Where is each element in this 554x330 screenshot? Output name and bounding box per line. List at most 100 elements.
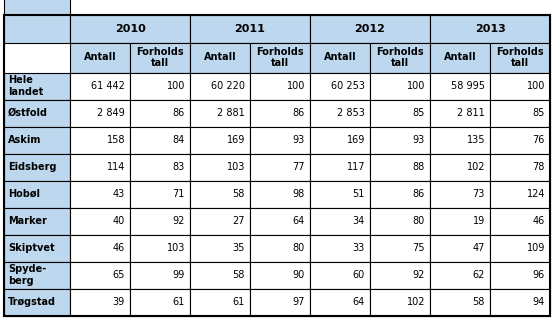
- Text: 124: 124: [526, 189, 545, 199]
- Bar: [130, 261, 190, 288]
- Bar: [490, 235, 550, 261]
- Text: 96: 96: [533, 270, 545, 280]
- Text: 88: 88: [413, 162, 425, 172]
- Bar: [310, 235, 370, 261]
- Text: 61: 61: [233, 297, 245, 307]
- Bar: [430, 208, 490, 235]
- Bar: [250, 208, 310, 235]
- Text: 2012: 2012: [355, 23, 386, 34]
- Bar: [130, 100, 190, 126]
- Bar: [250, 288, 310, 315]
- Bar: [130, 126, 190, 153]
- Text: 73: 73: [473, 189, 485, 199]
- Text: 90: 90: [293, 270, 305, 280]
- Bar: [70, 261, 130, 288]
- Text: 2013: 2013: [475, 23, 505, 34]
- Text: 97: 97: [293, 297, 305, 307]
- Bar: [250, 100, 310, 126]
- Text: 135: 135: [466, 135, 485, 145]
- Text: 58: 58: [233, 270, 245, 280]
- Text: 43: 43: [113, 189, 125, 199]
- Text: 46: 46: [113, 243, 125, 253]
- Text: 109: 109: [527, 243, 545, 253]
- Text: Forholds
tall: Forholds tall: [256, 47, 304, 68]
- Bar: [4, 100, 70, 126]
- Bar: [190, 15, 310, 43]
- Bar: [70, 73, 130, 100]
- Text: 102: 102: [466, 162, 485, 172]
- Bar: [310, 73, 370, 100]
- Bar: [370, 126, 430, 153]
- Bar: [130, 288, 190, 315]
- Text: Skiptvet: Skiptvet: [8, 243, 55, 253]
- Bar: [70, 43, 130, 73]
- Bar: [430, 73, 490, 100]
- Bar: [430, 261, 490, 288]
- Text: Antall: Antall: [84, 52, 116, 62]
- Text: Askim: Askim: [8, 135, 42, 145]
- Bar: [310, 43, 370, 73]
- Text: 92: 92: [173, 216, 185, 226]
- Bar: [70, 181, 130, 208]
- Bar: [190, 153, 250, 181]
- Text: 83: 83: [173, 162, 185, 172]
- Text: 100: 100: [527, 81, 545, 91]
- Text: 114: 114: [106, 162, 125, 172]
- Text: 86: 86: [293, 108, 305, 118]
- Text: 58 995: 58 995: [451, 81, 485, 91]
- Bar: [370, 73, 430, 100]
- Text: Eidsberg: Eidsberg: [8, 162, 57, 172]
- Text: 86: 86: [173, 108, 185, 118]
- Text: 169: 169: [347, 135, 365, 145]
- Text: Trøgstad: Trøgstad: [8, 297, 56, 307]
- Text: 64: 64: [353, 297, 365, 307]
- Bar: [490, 43, 550, 73]
- Text: 60 220: 60 220: [211, 81, 245, 91]
- Bar: [190, 288, 250, 315]
- Bar: [130, 43, 190, 73]
- Bar: [370, 208, 430, 235]
- Text: 86: 86: [413, 189, 425, 199]
- Text: 71: 71: [173, 189, 185, 199]
- Text: Spyde-
berg: Spyde- berg: [8, 264, 46, 286]
- Text: Forholds
tall: Forholds tall: [136, 47, 184, 68]
- Text: Hobøl: Hobøl: [8, 189, 40, 199]
- Text: 93: 93: [413, 135, 425, 145]
- Bar: [490, 288, 550, 315]
- Bar: [490, 261, 550, 288]
- Bar: [430, 126, 490, 153]
- Text: Antall: Antall: [444, 52, 476, 62]
- Bar: [130, 73, 190, 100]
- Bar: [190, 126, 250, 153]
- Bar: [250, 235, 310, 261]
- Text: 27: 27: [233, 216, 245, 226]
- Text: 78: 78: [532, 162, 545, 172]
- Bar: [70, 208, 130, 235]
- Text: 93: 93: [293, 135, 305, 145]
- Bar: [4, 153, 70, 181]
- Text: 61: 61: [173, 297, 185, 307]
- Bar: [250, 73, 310, 100]
- Bar: [310, 181, 370, 208]
- Bar: [70, 235, 130, 261]
- Text: 60 253: 60 253: [331, 81, 365, 91]
- Text: 85: 85: [532, 108, 545, 118]
- Bar: [4, 235, 70, 261]
- Bar: [250, 43, 310, 73]
- Text: 19: 19: [473, 216, 485, 226]
- Text: 76: 76: [532, 135, 545, 145]
- Text: 2010: 2010: [115, 23, 145, 34]
- Bar: [310, 100, 370, 126]
- Text: Antall: Antall: [204, 52, 237, 62]
- Text: Antall: Antall: [324, 52, 356, 62]
- Text: 100: 100: [167, 81, 185, 91]
- Bar: [4, 0, 70, 43]
- Bar: [490, 100, 550, 126]
- Text: 99: 99: [173, 270, 185, 280]
- Text: Forholds
tall: Forholds tall: [376, 47, 424, 68]
- Text: 62: 62: [473, 270, 485, 280]
- Text: 77: 77: [293, 162, 305, 172]
- Bar: [190, 261, 250, 288]
- Text: 34: 34: [353, 216, 365, 226]
- Text: 80: 80: [293, 243, 305, 253]
